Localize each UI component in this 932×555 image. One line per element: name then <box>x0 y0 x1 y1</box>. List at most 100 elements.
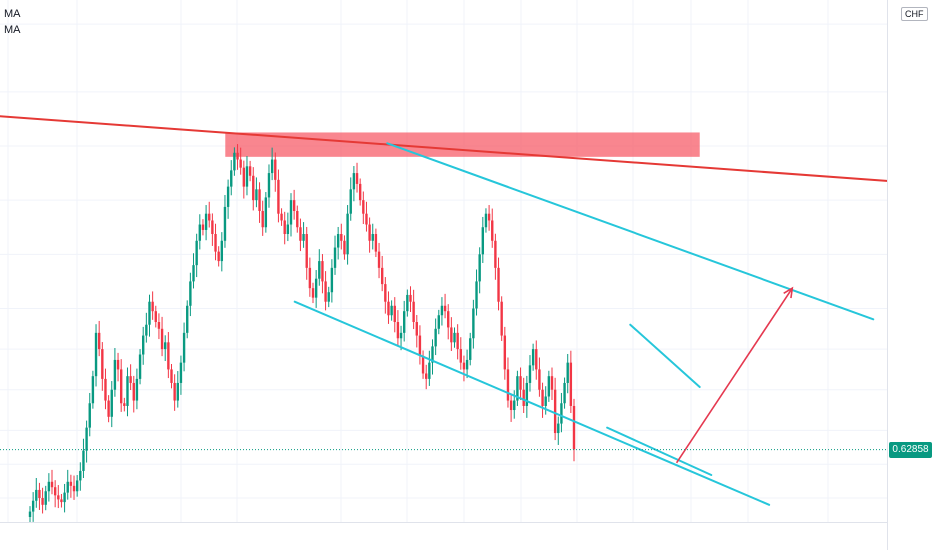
candle-body <box>494 240 497 268</box>
candle-body <box>223 206 227 241</box>
candle-body <box>239 159 242 168</box>
channel-upper-line <box>386 142 875 321</box>
candle-body <box>541 389 544 406</box>
candle-body <box>434 328 437 347</box>
candle-body <box>135 378 139 401</box>
candle-body <box>305 234 308 268</box>
candle-body <box>248 166 252 176</box>
candle-body <box>267 173 271 198</box>
candle-body <box>226 186 230 207</box>
candle-body <box>346 213 349 255</box>
wedge-upper-line <box>629 323 701 389</box>
candle-body <box>377 251 381 268</box>
candle-body <box>79 470 82 481</box>
candle-body <box>245 166 249 187</box>
candle-body <box>453 332 456 343</box>
price-axis[interactable] <box>887 0 932 550</box>
candle-body <box>189 281 192 306</box>
candle-body <box>270 159 274 174</box>
candle-body <box>82 450 85 471</box>
candle-body <box>85 427 88 451</box>
candle-body <box>450 327 453 343</box>
candle-body <box>358 183 362 201</box>
candle-body <box>198 224 202 241</box>
candle-body <box>66 481 69 493</box>
candle-body <box>53 487 57 496</box>
candle-body <box>513 400 516 411</box>
candle-body <box>57 495 60 500</box>
candle-body <box>478 254 481 282</box>
candle-body <box>390 305 393 316</box>
candle-body <box>157 322 161 329</box>
indicator-label-ma-2[interactable]: MA <box>4 24 21 36</box>
candle-body <box>509 400 513 411</box>
candle-body <box>38 489 41 499</box>
candle-body <box>211 220 214 235</box>
candle-body <box>340 234 343 241</box>
candle-body <box>528 365 532 383</box>
candle-body <box>50 481 54 488</box>
candle-body <box>148 301 151 325</box>
candle-body <box>132 382 135 401</box>
candle-body <box>415 322 418 336</box>
candle-body <box>409 294 412 302</box>
candle-body <box>255 189 258 201</box>
candle-body <box>75 480 79 492</box>
indicator-label-ma-1[interactable]: MA <box>4 8 21 20</box>
candle-body <box>387 301 390 316</box>
candle-body <box>145 324 148 336</box>
candle-body <box>119 369 123 404</box>
time-axis[interactable] <box>0 522 887 551</box>
candle-body <box>44 491 47 505</box>
candle-body <box>69 481 73 486</box>
candle-body <box>384 284 387 302</box>
candle-body <box>160 328 164 350</box>
candle-body <box>399 332 403 339</box>
candle-body <box>418 335 422 356</box>
candle-body <box>60 499 63 503</box>
candle-body <box>217 251 220 262</box>
candle-body <box>535 349 538 370</box>
candle-body <box>63 492 66 503</box>
candle-body <box>343 240 346 255</box>
candle-body <box>371 234 374 241</box>
candle-body <box>94 332 98 377</box>
candle-body <box>531 349 535 366</box>
candle-body <box>440 305 444 316</box>
candle-body <box>352 173 356 190</box>
candle-body <box>201 224 205 230</box>
candle-body <box>481 227 485 255</box>
candle-body <box>566 362 569 383</box>
projection-arrow-head <box>783 286 794 299</box>
candle-body <box>368 224 371 241</box>
candle-body <box>176 382 179 401</box>
candle-body <box>421 355 425 374</box>
candle-body <box>519 376 522 390</box>
candle-body <box>31 500 35 512</box>
candle-body <box>296 210 299 228</box>
candle-body <box>308 267 312 289</box>
candle-body <box>47 481 51 492</box>
candle-body <box>560 403 563 424</box>
candle-body <box>72 485 76 492</box>
candle-body <box>321 261 324 282</box>
candle-body <box>274 159 277 180</box>
resistance-zone <box>225 132 700 157</box>
candle-body <box>277 179 280 214</box>
candle-body <box>406 294 409 312</box>
candle-body <box>91 376 95 404</box>
candle-body <box>314 278 318 298</box>
candle-body <box>167 342 170 370</box>
candle-body <box>333 247 337 268</box>
currency-badge[interactable]: CHF <box>901 7 928 21</box>
candle-body <box>538 369 541 390</box>
candle-body <box>299 227 302 241</box>
candle-body <box>311 288 315 298</box>
candle-body <box>204 213 208 230</box>
candle-body <box>437 315 440 329</box>
candle-body <box>497 267 500 302</box>
candle-body <box>116 359 120 370</box>
candle-body <box>164 342 167 350</box>
